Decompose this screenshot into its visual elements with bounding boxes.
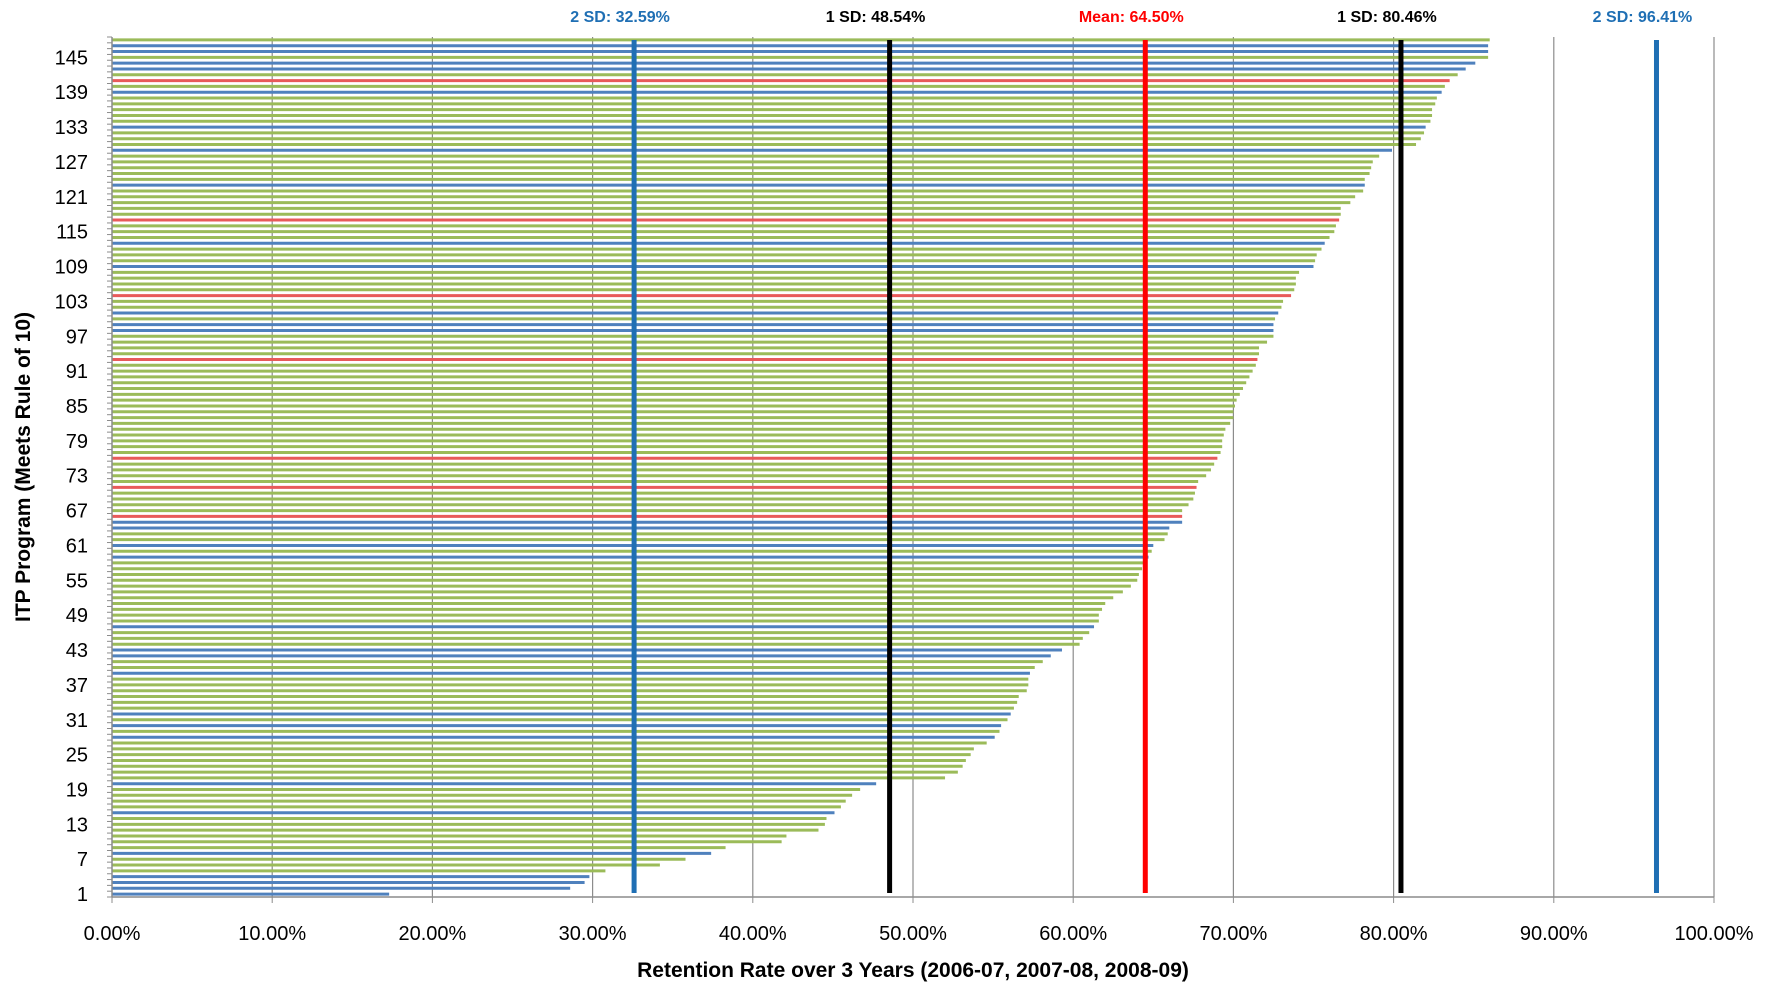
- y-tick-label: 139: [55, 82, 88, 104]
- x-tick-label: 0.00%: [84, 923, 141, 945]
- y-tick-label: 91: [66, 361, 88, 383]
- y-tick-label: 55: [66, 570, 88, 592]
- reference-line-label: 2 SD: 96.41%: [1593, 9, 1693, 26]
- y-tick-label: 73: [66, 466, 88, 488]
- x-tick-label: 30.00%: [559, 923, 627, 945]
- y-tick-label: 115: [56, 222, 88, 244]
- y-tick-label: 145: [55, 47, 88, 69]
- x-tick-label: 20.00%: [398, 923, 466, 945]
- y-tick-label: 7: [77, 849, 88, 871]
- y-tick-label: 31: [66, 710, 88, 732]
- y-tick-label: 109: [55, 257, 88, 279]
- x-tick-label: 40.00%: [719, 923, 787, 945]
- reference-lines: 2 SD: 32.59% 1 SD: 48.54% Mean: 64.50% 1 SD…: [570, 9, 1692, 893]
- x-tick-label: 100.00%: [1675, 923, 1754, 945]
- y-tick-label: 43: [66, 640, 88, 662]
- x-tick-label: 50.00%: [879, 923, 947, 945]
- gridlines: [271, 37, 1715, 897]
- y-tick-label: 19: [66, 780, 88, 802]
- y-tick-label: 133: [55, 117, 88, 139]
- reference-line-label: 2 SD: 32.59%: [570, 9, 670, 26]
- y-tick-label: 49: [66, 605, 88, 627]
- x-tick-label: 70.00%: [1199, 923, 1267, 945]
- reference-line-label: 1 SD: 48.54%: [826, 9, 926, 26]
- x-axis-title: Retention Rate over 3 Years (2006-07, 20…: [637, 959, 1189, 982]
- y-tick-label: 121: [55, 187, 88, 209]
- y-tick-label: 25: [66, 745, 88, 767]
- y-tick-label: 1: [77, 884, 88, 906]
- reference-line-label: 1 SD: 80.46%: [1337, 9, 1437, 26]
- y-tick-label: 127: [55, 152, 88, 174]
- x-tick-label: 10.00%: [238, 923, 306, 945]
- x-tick-label: 60.00%: [1039, 923, 1107, 945]
- y-axis-title: ITP Program (Meets Rule of 10): [12, 312, 35, 622]
- y-tick-label: 67: [66, 501, 88, 523]
- reference-line-label: Mean: 64.50%: [1079, 9, 1184, 26]
- bar-series: [112, 38, 1490, 896]
- y-tick-label: 103: [55, 291, 88, 313]
- y-tick-label: 13: [66, 814, 88, 836]
- y-tick-label: 79: [66, 431, 88, 453]
- y-tick-label: 85: [66, 396, 88, 418]
- y-tick-label: 37: [66, 675, 88, 697]
- x-tick-label: 80.00%: [1360, 923, 1428, 945]
- x-tick-label: 90.00%: [1520, 923, 1588, 945]
- y-tick-label: 61: [66, 535, 88, 557]
- axes: 1 7 13 19 25 31 37 43 49 55 61 67 73 79 85 91 97 103 109 11…: [55, 36, 1754, 945]
- y-tick-label: 97: [66, 326, 88, 348]
